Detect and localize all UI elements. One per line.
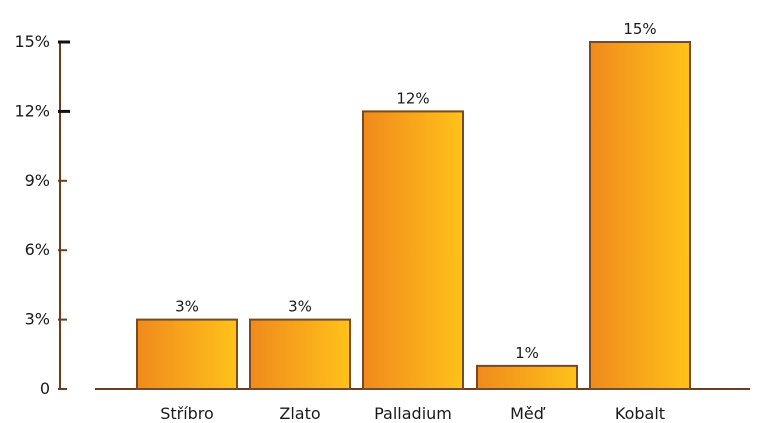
bar-stříbro bbox=[136, 318, 238, 391]
x-category-label: Stříbro bbox=[160, 404, 214, 423]
bar-palladium bbox=[362, 110, 464, 391]
bar-value-label: 3% bbox=[175, 298, 199, 316]
y-tick-label: 6% bbox=[25, 240, 50, 259]
y-tick-label: 15% bbox=[14, 32, 50, 51]
x-category-label: Zlato bbox=[279, 404, 320, 423]
bar-měď bbox=[476, 364, 578, 391]
bar-value-label: 15% bbox=[623, 20, 656, 38]
bar-value-label: 3% bbox=[288, 298, 312, 316]
bar-value-label: 1% bbox=[515, 344, 539, 362]
x-category-label: Palladium bbox=[374, 404, 452, 423]
x-category-label: Měď bbox=[510, 404, 546, 423]
bar-kobalt bbox=[589, 41, 691, 390]
y-tick-label: 0 bbox=[40, 379, 50, 398]
y-tick-label: 3% bbox=[25, 310, 50, 329]
y-tick-label: 12% bbox=[14, 101, 50, 120]
bar-value-label: 12% bbox=[396, 89, 429, 107]
x-category-label: Kobalt bbox=[615, 404, 665, 423]
y-tick-label: 9% bbox=[25, 171, 50, 190]
bar-zlato bbox=[249, 318, 351, 391]
